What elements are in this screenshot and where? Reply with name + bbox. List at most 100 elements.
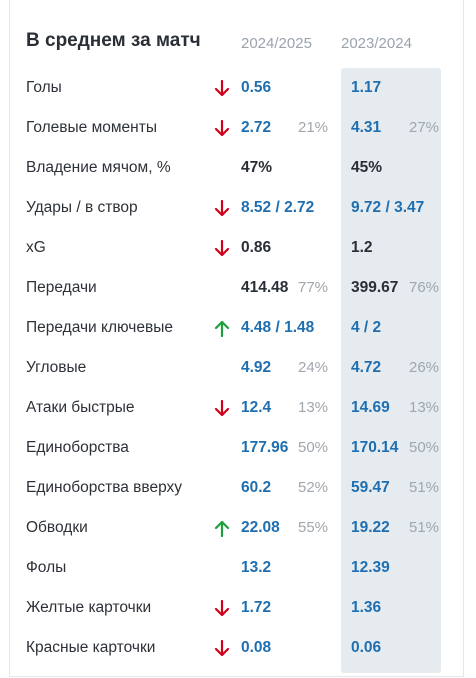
section-title: В среднем за матч (26, 30, 201, 51)
previous-value-separator: / (359, 319, 373, 336)
current-percent: 24% (298, 359, 329, 376)
previous-value: 45% (351, 148, 382, 188)
current-value-main: 8.52 (241, 199, 272, 216)
current-value[interactable]: 2.72 (241, 108, 271, 148)
current-value[interactable]: 12.4 (241, 388, 271, 428)
current-value-main: 1.72 (241, 599, 272, 616)
stat-label: Единоборства (26, 439, 129, 456)
arrow-down-icon (214, 200, 230, 217)
current-percent: 21% (298, 119, 329, 136)
current-percent: 52% (298, 479, 329, 496)
previous-value[interactable]: 12.39 (351, 548, 390, 588)
previous-value-main: 1.36 (351, 599, 382, 616)
previous-value[interactable]: 0.06 (351, 628, 381, 668)
current-value-main: 2.72 (241, 119, 272, 136)
current-percent: 55% (298, 519, 329, 536)
previous-value-secondary: 2 (372, 319, 382, 336)
previous-percent: 27% (409, 119, 440, 136)
previous-value-separator: / (381, 199, 395, 216)
previous-value-main: 399.67 (351, 279, 399, 296)
previous-percent: 50% (409, 439, 440, 456)
previous-value-main: 14.69 (351, 399, 390, 416)
current-value-secondary: 1.48 (284, 319, 315, 336)
stat-row: Единоборства 177.96 50% 170.14 50% (0, 428, 476, 468)
current-percent: 50% (298, 439, 329, 456)
stat-label: Желтые карточки (26, 599, 152, 616)
current-value[interactable]: 13.2 (241, 548, 271, 588)
current-value[interactable]: 177.96 (241, 428, 288, 468)
current-value-main: 22.08 (241, 519, 280, 536)
previous-value: 399.67 (351, 268, 398, 308)
arrow-down-icon (214, 640, 230, 657)
stat-row: Передачи 414.48 77% 399.67 76% (0, 268, 476, 308)
current-value-main: 47% (241, 159, 273, 176)
stat-row: Единоборства вверху 60.2 52% 59.47 51% (0, 468, 476, 508)
previous-value-secondary: 3.47 (394, 199, 425, 216)
previous-value[interactable]: 4.72 (351, 348, 381, 388)
previous-value-main: 0.06 (351, 639, 382, 656)
current-percent: 77% (298, 279, 329, 296)
arrow-up-icon (214, 320, 230, 337)
stat-row: Желтые карточки 1.72 1.36 (0, 588, 476, 628)
stat-label: Передачи ключевые (26, 319, 174, 336)
stat-label: Удары / в створ (26, 199, 138, 216)
previous-value-main: 4.72 (351, 359, 382, 376)
current-value-main: 0.08 (241, 639, 272, 656)
previous-value[interactable]: 14.69 (351, 388, 390, 428)
current-value-main: 414.48 (241, 279, 289, 296)
stat-label: Голевые моменты (26, 119, 157, 136)
current-value[interactable]: 0.56 (241, 68, 271, 108)
stat-label: xG (26, 239, 46, 256)
current-value-secondary: 2.72 (284, 199, 315, 216)
arrow-down-icon (214, 600, 230, 617)
previous-value-main: 4 (351, 319, 360, 336)
previous-percent: 13% (409, 399, 440, 416)
stat-label: Красные карточки (26, 639, 156, 656)
previous-value-main: 59.47 (351, 479, 390, 496)
previous-percent: 26% (409, 359, 440, 376)
current-value[interactable]: 0.08 (241, 628, 271, 668)
current-value[interactable]: 4.48 / 1.48 (241, 308, 314, 348)
stat-row: Обводки 22.08 55% 19.22 51% (0, 508, 476, 548)
current-value-main: 13.2 (241, 559, 272, 576)
previous-value[interactable]: 1.36 (351, 588, 381, 628)
current-value[interactable]: 60.2 (241, 468, 271, 508)
stat-label: Единоборства вверху (26, 479, 183, 496)
current-percent: 13% (298, 399, 329, 416)
arrow-down-icon (214, 80, 230, 97)
previous-value[interactable]: 9.72 / 3.47 (351, 188, 424, 228)
previous-value[interactable]: 19.22 (351, 508, 390, 548)
current-value-main: 0.86 (241, 239, 272, 256)
arrow-down-icon (214, 400, 230, 417)
previous-percent: 51% (409, 479, 440, 496)
current-value-main: 177.96 (241, 439, 289, 456)
current-value-separator: / (271, 199, 285, 216)
previous-value-main: 45% (351, 159, 383, 176)
previous-value-main: 1.2 (351, 239, 373, 256)
current-value-separator: / (271, 319, 285, 336)
previous-value[interactable]: 59.47 (351, 468, 390, 508)
previous-value[interactable]: 4 / 2 (351, 308, 381, 348)
stat-row: Красные карточки 0.08 0.06 (0, 628, 476, 668)
current-value[interactable]: 4.92 (241, 348, 271, 388)
previous-value[interactable]: 4.31 (351, 108, 381, 148)
stat-row: Передачи ключевые 4.48 / 1.48 4 / 2 (0, 308, 476, 348)
current-value[interactable]: 22.08 (241, 508, 280, 548)
season-current-header: 2024/2025 (241, 35, 312, 52)
stat-row: Голевые моменты 2.72 21% 4.31 27% (0, 108, 476, 148)
previous-value[interactable]: 1.17 (351, 68, 381, 108)
current-value-main: 0.56 (241, 79, 272, 96)
previous-percent: 76% (409, 279, 440, 296)
stat-label: Владение мячом, % (26, 159, 171, 176)
stat-label: Передачи (26, 279, 97, 296)
current-value-main: 4.48 (241, 319, 272, 336)
current-value-main: 12.4 (241, 399, 272, 416)
previous-value: 1.2 (351, 228, 373, 268)
previous-value[interactable]: 170.14 (351, 428, 398, 468)
arrow-down-icon (214, 240, 230, 257)
current-value[interactable]: 1.72 (241, 588, 271, 628)
stat-label: Голы (26, 79, 62, 96)
stat-row: Угловые 4.92 24% 4.72 26% (0, 348, 476, 388)
current-value[interactable]: 8.52 / 2.72 (241, 188, 314, 228)
stat-label: Угловые (26, 359, 87, 376)
